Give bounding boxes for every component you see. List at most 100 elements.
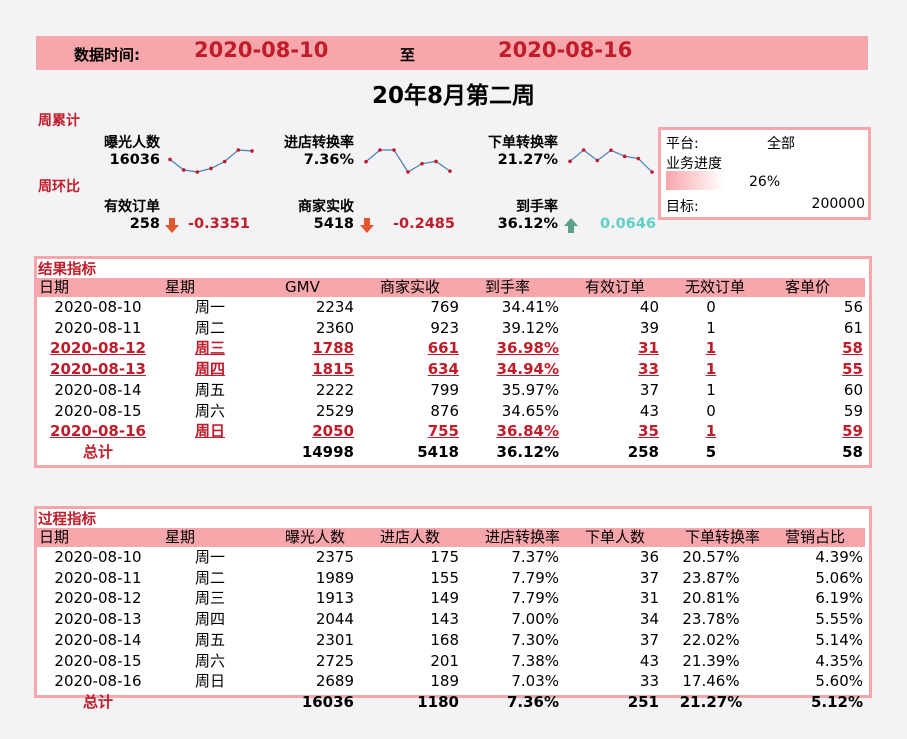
process-panel bbox=[34, 506, 872, 698]
column-header: 星期 bbox=[165, 278, 196, 296]
table-cell: 2529 bbox=[315, 401, 354, 420]
arrow-down-icon bbox=[165, 218, 179, 233]
table-cell: 59 bbox=[842, 422, 863, 441]
table-cell: 149 bbox=[430, 589, 459, 608]
table-cell: 634 bbox=[427, 360, 459, 379]
table-cell: 1180 bbox=[417, 692, 459, 711]
to-label: 至 bbox=[400, 46, 416, 64]
table-cell: 2020-08-11 bbox=[54, 568, 142, 587]
table-cell: 周日 bbox=[194, 672, 225, 691]
table-cell: 1 bbox=[706, 318, 716, 337]
table-cell: 755 bbox=[427, 422, 459, 441]
table-cell: 258 bbox=[627, 442, 659, 461]
valid-orders-label: 有效订单 bbox=[104, 199, 160, 215]
table-cell: 34 bbox=[639, 610, 659, 629]
table-cell: 周二 bbox=[194, 568, 225, 587]
column-header: 下单转换率 bbox=[685, 528, 761, 546]
table-cell: 33 bbox=[639, 672, 659, 691]
table-row[interactable]: 2020-08-14 周五 2301 168 7.30% 37 22.02% 5.14% bbox=[37, 630, 865, 651]
table-cell: 155 bbox=[430, 568, 459, 587]
table-row[interactable]: 2020-08-16 周日 2050 755 36.84% 35 1 59 bbox=[37, 421, 865, 442]
table-cell: 周五 bbox=[194, 380, 225, 399]
sparkline-point bbox=[622, 154, 627, 159]
table-cell bbox=[159, 442, 261, 463]
table-cell: 34.41% bbox=[501, 298, 559, 316]
table-cell: 1 bbox=[705, 360, 717, 379]
table-cell: 周二 bbox=[194, 318, 225, 337]
table-cell: 1 bbox=[705, 422, 717, 441]
sparkline-point bbox=[364, 159, 368, 164]
column-header: 曝光人数 bbox=[285, 528, 346, 546]
table-row[interactable]: 2020-08-10 周一 2375 175 7.37% 36 20.57% 4.39% bbox=[37, 547, 865, 568]
table-cell: 17.46% bbox=[682, 672, 740, 691]
results-title: 结果指标 bbox=[38, 262, 96, 278]
table-row[interactable]: 2020-08-14 周五 2222 799 35.97% 37 1 60 bbox=[37, 380, 865, 401]
table-cell: 7.37% bbox=[511, 548, 559, 566]
table-cell: 2020-08-14 bbox=[54, 380, 142, 399]
table-cell: 36.84% bbox=[496, 422, 559, 441]
table-cell: 37 bbox=[639, 630, 659, 649]
platform-panel: 平台: 全部 业务进度 26% 目标: 200000 bbox=[658, 127, 871, 220]
table-total-row[interactable]: 总计 16036 1180 7.36% 251 21.27% 5.12% bbox=[37, 692, 865, 713]
start-date[interactable]: 2020-08-10 bbox=[194, 38, 329, 62]
table-cell: 14998 bbox=[301, 442, 354, 461]
results-table: 日期 星期 GMV 商家实收 到手率 有效订单 无效订单 客单价 2020-08-10 周一 223… bbox=[37, 278, 865, 463]
table-cell: 2020-08-12 bbox=[54, 589, 142, 608]
table-cell bbox=[159, 692, 261, 713]
table-row[interactable]: 2020-08-12 周三 1913 149 7.79% 31 20.81% 6.19% bbox=[37, 588, 865, 609]
table-row[interactable]: 2020-08-11 周二 2360 923 39.12% 39 1 61 bbox=[37, 318, 865, 339]
table-cell: 7.38% bbox=[511, 651, 559, 670]
table-row[interactable]: 2020-08-13 周四 1815 634 34.94% 33 1 55 bbox=[37, 359, 865, 380]
table-header-row: 日期 星期 曝光人数 进店人数 进店转换率 下单人数 下单转换率 营销占比 bbox=[37, 528, 865, 547]
date-range-label: 数据时间: bbox=[74, 46, 140, 64]
exposure-sparkline bbox=[168, 148, 254, 174]
column-header: 星期 bbox=[165, 528, 196, 546]
table-cell: 6.19% bbox=[815, 589, 863, 608]
table-cell: 5.12% bbox=[810, 692, 863, 711]
progress-percent: 26% bbox=[749, 174, 781, 190]
table-row[interactable]: 2020-08-11 周二 1989 155 7.79% 37 23.87% 5.06% bbox=[37, 568, 865, 589]
sparkline-point bbox=[609, 148, 613, 153]
process-table: 日期 星期 曝光人数 进店人数 进店转换率 下单人数 下单转换率 营销占比 2020-08-10… bbox=[37, 528, 865, 713]
table-cell: 5.06% bbox=[815, 568, 863, 587]
sparkline-point bbox=[222, 159, 227, 164]
table-cell: 周五 bbox=[194, 630, 225, 649]
sparkline-point bbox=[250, 149, 254, 153]
sparkline-point bbox=[406, 170, 410, 174]
arrival-rate-change: 0.0646 bbox=[600, 216, 656, 232]
table-cell: 2725 bbox=[315, 651, 354, 670]
sparkline-point bbox=[581, 148, 586, 152]
sparkline-point bbox=[636, 156, 641, 161]
table-row[interactable]: 2020-08-10 周一 2234 769 34.41% 40 0 56 bbox=[37, 297, 865, 318]
table-cell: 1788 bbox=[312, 339, 354, 358]
table-cell: 16036 bbox=[301, 692, 354, 711]
table-cell: 1989 bbox=[315, 568, 354, 587]
table-row[interactable]: 2020-08-13 周四 2044 143 7.00% 34 23.78% 5.55% bbox=[37, 609, 865, 630]
platform-value[interactable]: 全部 bbox=[767, 136, 795, 152]
table-row[interactable]: 2020-08-15 周六 2725 201 7.38% 43 21.39% 4.35% bbox=[37, 651, 865, 672]
table-cell: 37 bbox=[639, 568, 659, 587]
table-cell: 周三 bbox=[194, 339, 225, 358]
column-header: 无效订单 bbox=[685, 278, 746, 296]
arrow-down-icon bbox=[360, 218, 374, 233]
table-total-row[interactable]: 总计 14998 5418 36.12% 258 5 58 bbox=[37, 442, 865, 463]
table-cell: 923 bbox=[430, 318, 459, 337]
table-cell: 43 bbox=[639, 401, 659, 420]
table-cell: 总计 bbox=[82, 692, 113, 711]
table-cell: 769 bbox=[430, 298, 459, 316]
table-cell: 2222 bbox=[315, 380, 354, 399]
sparkline-point bbox=[236, 148, 241, 152]
order-conv-label: 下单转换率 bbox=[488, 135, 558, 151]
table-cell: 7.79% bbox=[511, 568, 559, 587]
table-cell: 7.00% bbox=[511, 610, 559, 629]
table-cell: 周六 bbox=[194, 401, 225, 420]
end-date[interactable]: 2020-08-16 bbox=[498, 38, 633, 62]
table-row[interactable]: 2020-08-16 周日 2689 189 7.03% 33 17.46% 5.60% bbox=[37, 671, 865, 692]
table-cell: 55 bbox=[842, 360, 863, 379]
table-cell: 34.94% bbox=[496, 360, 559, 379]
table-cell: 4.35% bbox=[815, 651, 863, 670]
order-conv-sparkline bbox=[568, 148, 654, 174]
table-row[interactable]: 2020-08-15 周六 2529 876 34.65% 43 0 59 bbox=[37, 401, 865, 422]
column-header: 营销占比 bbox=[785, 528, 846, 546]
table-row[interactable]: 2020-08-12 周三 1788 661 36.98% 31 1 58 bbox=[37, 338, 865, 359]
